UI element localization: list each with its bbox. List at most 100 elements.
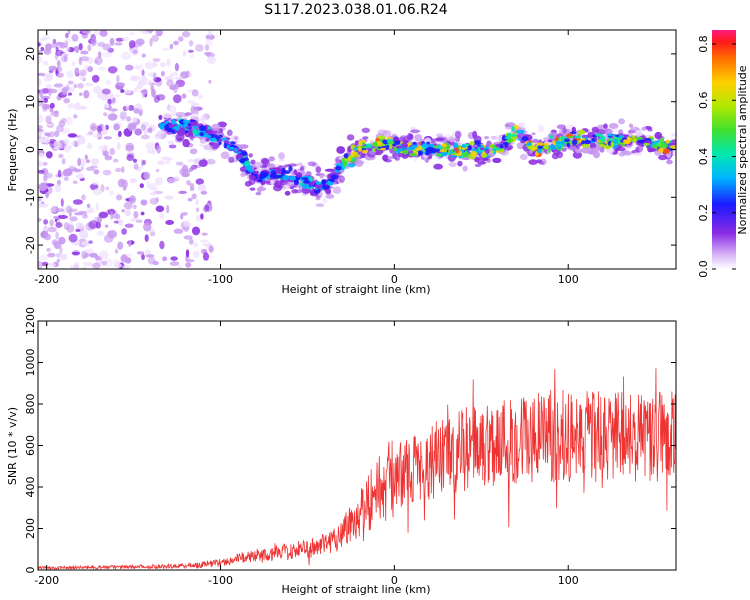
heatmap-noise-blob <box>125 145 135 152</box>
heatmap-noise-blob <box>173 94 182 104</box>
heatmap-noise-blob <box>68 144 73 151</box>
heatmap-band-blob <box>436 133 444 139</box>
heatmap-noise-blob <box>82 266 87 269</box>
heatmap-noise-blob <box>162 47 172 52</box>
heatmap-noise-blob <box>61 86 68 95</box>
heatmap-noise-blob <box>62 168 73 177</box>
heatmap-ridge-blob <box>568 135 575 139</box>
heatmap-ridge-blob <box>556 145 562 150</box>
heatmap-noise-blob <box>86 159 90 164</box>
heatmap-noise-blob <box>200 239 209 243</box>
heatmap-noise-blob <box>59 247 63 254</box>
heatmap-noise-blob <box>151 88 156 98</box>
heatmap-noise-blob <box>121 228 127 235</box>
heatmap-noise-blob <box>188 49 194 53</box>
heatmap-noise-blob <box>56 59 61 68</box>
snr-y-tick-label: 600 <box>24 435 37 456</box>
heatmap-noise-blob <box>80 50 89 55</box>
heatmap-ridge-blob <box>325 181 333 185</box>
heatmap-noise-blob <box>45 151 53 159</box>
heatmap-noise-blob <box>93 85 102 94</box>
heatmap-band-blob <box>474 156 480 163</box>
heatmap-noise-blob <box>38 125 43 130</box>
heatmap-noise-blob <box>63 97 70 104</box>
heatmap-noise-blob <box>86 203 91 208</box>
heatmap-noise-blob <box>83 90 90 99</box>
heatmap-noise-blob <box>98 250 109 260</box>
heatmap-x-axis-label: Height of straight line (km) <box>281 283 430 296</box>
heatmap-noise-blob <box>78 43 83 51</box>
heatmap-noise-blob <box>89 122 98 132</box>
heatmap-noise-blob <box>105 186 110 191</box>
heatmap-band-blob <box>528 159 538 165</box>
heatmap-ridge-blob <box>530 147 538 151</box>
heatmap-noise-blob <box>38 218 42 222</box>
heatmap-noise-blob <box>59 44 66 49</box>
heatmap-band-blob <box>361 127 370 133</box>
heatmap-noise-blob <box>77 135 86 145</box>
heatmap-noise-blob <box>166 58 171 67</box>
heatmap-ridge-blob <box>289 176 297 181</box>
heatmap-noise-blob <box>103 136 113 140</box>
heatmap-noise-blob <box>38 50 43 55</box>
heatmap-band-blob <box>477 160 487 165</box>
heatmap-band-blob <box>294 189 303 194</box>
heatmap-ridge-blob <box>598 144 607 148</box>
heatmap-noise-blob <box>90 158 99 165</box>
heatmap-noise-blob <box>118 219 124 226</box>
heatmap-band-blob <box>354 140 360 146</box>
heatmap-noise-blob <box>50 43 59 48</box>
snr-y-tick-label: 800 <box>24 394 37 415</box>
heatmap-ridge-blob <box>406 146 414 151</box>
heatmap-ridge-blob <box>426 146 434 151</box>
heatmap-noise-blob <box>38 56 43 63</box>
heatmap-ridge-blob <box>330 174 339 180</box>
heatmap-ridge-blob <box>490 144 496 148</box>
heatmap-band-blob <box>516 142 524 150</box>
heatmap-band-blob <box>568 146 578 151</box>
heatmap-noise-blob <box>114 42 123 46</box>
heatmap-ridge-blob <box>281 175 290 181</box>
heatmap-ridge-blob <box>257 179 263 183</box>
heatmap-band-blob <box>615 147 626 152</box>
heatmap-noise-blob <box>186 180 191 186</box>
heatmap-noise-blob <box>80 166 84 171</box>
heatmap-ridge-blob <box>395 140 400 144</box>
heatmap-band-blob <box>531 138 539 144</box>
snr-x-tick-label: 100 <box>558 574 579 587</box>
heatmap-noise-blob <box>115 37 125 42</box>
heatmap-band-blob <box>622 150 632 156</box>
heatmap-noise-blob <box>157 31 163 37</box>
heatmap-noise-blob <box>136 84 143 90</box>
heatmap-noise-blob <box>132 158 138 163</box>
heatmap-noise-blob <box>206 158 216 165</box>
heatmap-noise-blob <box>68 92 72 96</box>
heatmap-noise-blob <box>70 265 75 269</box>
heatmap-y-axis-label: Frequency (Hz) <box>6 109 19 192</box>
heatmap-noise-blob <box>200 213 204 220</box>
heatmap-ridge-blob <box>631 135 636 139</box>
snr-marks <box>38 368 676 570</box>
snr-y-tick-label: 400 <box>24 477 37 498</box>
heatmap-ridge-blob <box>543 145 550 150</box>
heatmap-noise-blob <box>40 203 49 208</box>
heatmap-noise-blob <box>146 149 156 154</box>
heatmap-ridge-blob <box>516 130 524 134</box>
heatmap-noise-blob <box>66 70 74 79</box>
heatmap-noise-blob <box>39 37 47 42</box>
heatmap-ridge-blob <box>511 125 515 132</box>
heatmap-band-blob <box>647 127 653 132</box>
heatmap-noise-blob <box>202 243 210 247</box>
heatmap-noise-blob <box>38 72 46 77</box>
heatmap-noise-blob <box>77 157 82 167</box>
heatmap-ridge-blob <box>388 141 395 145</box>
heatmap-noise-blob <box>165 220 175 225</box>
heatmap-ridge-blob <box>181 127 185 131</box>
heatmap-noise-blob <box>183 220 189 228</box>
heatmap-noise-blob <box>41 88 50 94</box>
heatmap-noise-blob <box>178 265 182 269</box>
heatmap-noise-blob <box>195 207 200 213</box>
heatmap-ridge-blob <box>301 183 310 189</box>
heatmap-band-blob <box>208 150 213 153</box>
heatmap-noise-blob <box>174 76 183 80</box>
